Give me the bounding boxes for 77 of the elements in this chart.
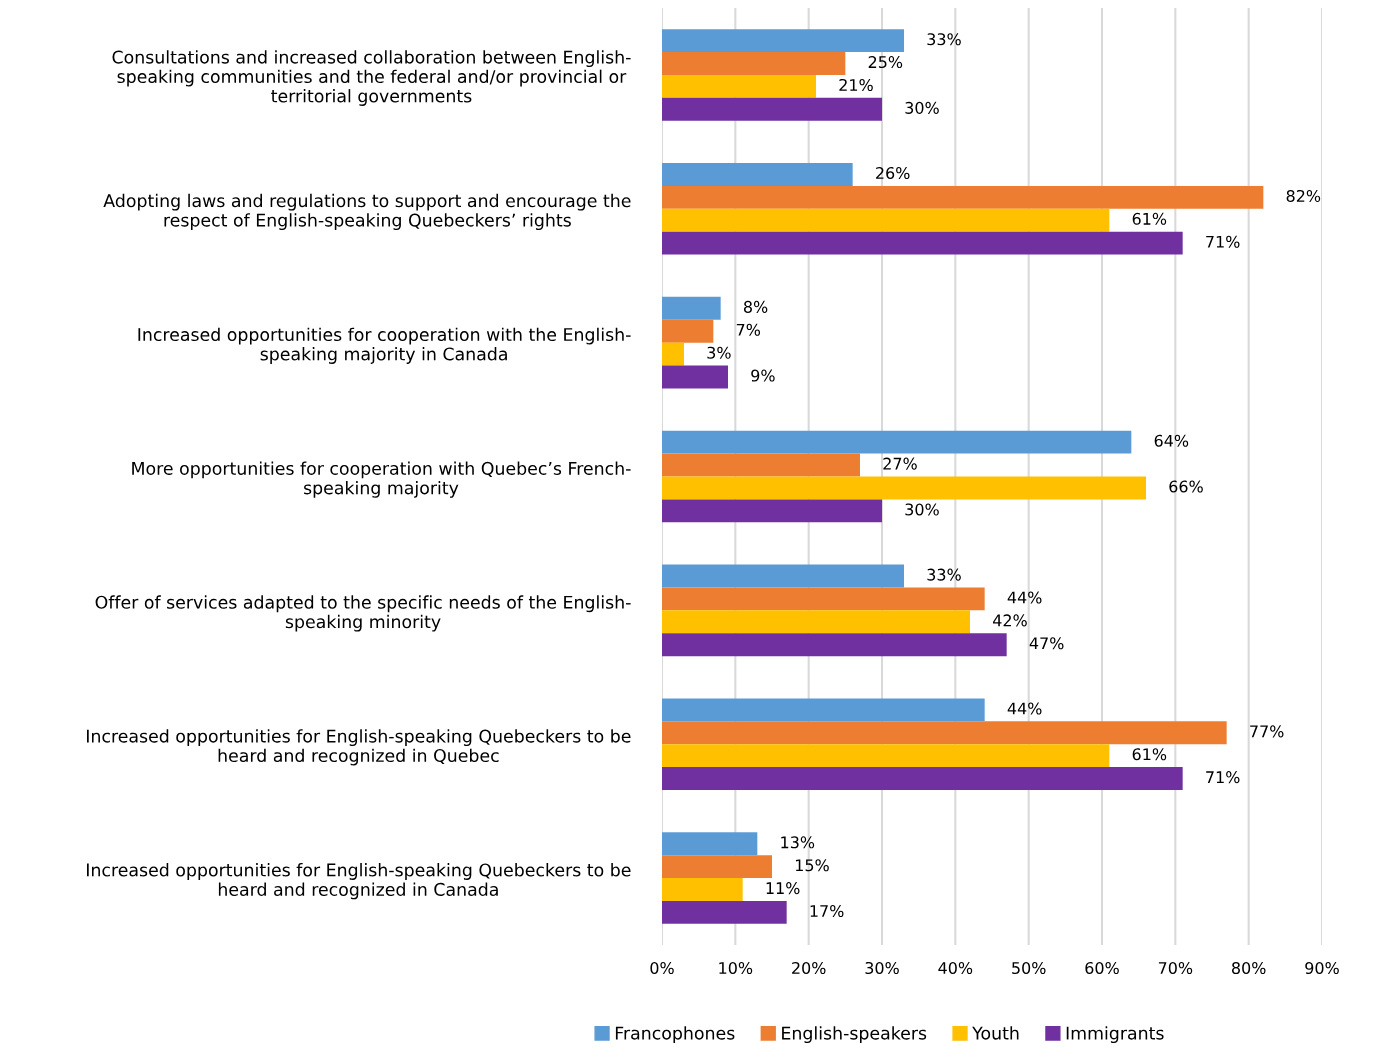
y-tick-label: Adopting laws and regulations to support and encourage the respect of English-speaking Quebeckers’ rights bbox=[103, 193, 631, 231]
data-label: 82% bbox=[1286, 189, 1321, 202]
x-tick-label: 10% bbox=[719, 961, 753, 975]
data-label: 15% bbox=[795, 859, 829, 872]
data-label: 11% bbox=[766, 882, 800, 895]
x-tick-label: 50% bbox=[1012, 961, 1046, 975]
data-label: 21% bbox=[839, 78, 873, 92]
bar bbox=[662, 453, 860, 477]
data-label: 44% bbox=[1007, 702, 1042, 715]
data-label: 61% bbox=[1132, 748, 1167, 761]
data-label: 7% bbox=[736, 323, 761, 336]
bar bbox=[662, 365, 728, 389]
bar bbox=[662, 499, 882, 523]
bar bbox=[662, 744, 1110, 768]
data-label: 33% bbox=[927, 33, 961, 46]
data-label: 9% bbox=[751, 369, 775, 382]
data-label: 64% bbox=[1154, 434, 1189, 447]
x-tick-label: 20% bbox=[792, 961, 826, 975]
x-tick-label: 30% bbox=[865, 961, 899, 975]
legend-label: Youth bbox=[972, 1026, 1019, 1040]
data-label: 66% bbox=[1169, 480, 1203, 493]
bar bbox=[662, 231, 1183, 255]
data-label: 30% bbox=[905, 503, 939, 516]
bar bbox=[662, 163, 853, 186]
data-label: 77% bbox=[1250, 725, 1284, 738]
data-label: 13% bbox=[781, 836, 815, 849]
bar bbox=[662, 855, 772, 879]
bar bbox=[662, 74, 816, 98]
data-label: 30% bbox=[905, 101, 939, 114]
bar bbox=[662, 698, 985, 722]
bar bbox=[662, 97, 882, 121]
legend-label: Francophones bbox=[615, 1026, 735, 1044]
bar bbox=[662, 430, 1132, 454]
bar bbox=[662, 832, 758, 856]
bar bbox=[662, 476, 1146, 500]
bar bbox=[662, 185, 1264, 209]
data-label: 3% bbox=[707, 346, 731, 359]
data-label: 42% bbox=[993, 614, 1027, 627]
x-tick-label: 90% bbox=[1305, 961, 1339, 975]
data-label: 27% bbox=[883, 457, 917, 470]
data-label: 25% bbox=[868, 56, 903, 69]
x-tick-label: 0% bbox=[650, 961, 674, 975]
bar bbox=[662, 29, 904, 53]
y-tick-label: Consultations and increased collaboration between English- speaking communities and the federal and/or provincial or territorial governments bbox=[112, 50, 631, 106]
bar bbox=[662, 342, 684, 366]
data-label: 71% bbox=[1206, 771, 1240, 784]
y-tick-label: More opportunities for cooperation with Quebec’s French- speaking majority bbox=[132, 461, 631, 498]
y-tick-label: Increased opportunities for cooperation with the English- speaking majority in Canada bbox=[138, 327, 631, 364]
x-tick-label: 80% bbox=[1232, 961, 1266, 975]
bar bbox=[662, 296, 721, 320]
data-label: 61% bbox=[1132, 212, 1167, 225]
data-label: 71% bbox=[1206, 235, 1240, 248]
y-tick-label: Offer of services adapted to the specific needs of the English- speaking minority bbox=[95, 595, 631, 632]
x-tick-label: 40% bbox=[938, 961, 973, 975]
data-label: 8% bbox=[743, 300, 768, 313]
bar bbox=[662, 587, 985, 611]
bar bbox=[662, 319, 714, 343]
bar bbox=[662, 52, 846, 75]
bar bbox=[662, 878, 743, 901]
data-label: 47% bbox=[1029, 637, 1064, 650]
y-tick-label: Increased opportunities for English-speaking Quebeckers to be heard and recognized in Quebec bbox=[87, 729, 631, 766]
x-tick-label: 60% bbox=[1085, 961, 1119, 975]
legend-label: English-speakers bbox=[782, 1026, 927, 1044]
data-label: 33% bbox=[927, 568, 961, 581]
legend-label: Immigrants bbox=[1066, 1026, 1164, 1044]
x-tick-label: 70% bbox=[1158, 961, 1193, 975]
bar bbox=[662, 610, 970, 634]
data-label: 17% bbox=[810, 904, 844, 918]
data-label: 26% bbox=[876, 167, 910, 180]
bar bbox=[662, 900, 787, 924]
bar bbox=[662, 564, 904, 588]
bar bbox=[662, 767, 1183, 790]
data-label: 44% bbox=[1007, 591, 1042, 604]
bar bbox=[662, 721, 1227, 745]
bar bbox=[662, 208, 1110, 232]
bar bbox=[662, 633, 1007, 657]
y-tick-label: Increased opportunities for English-speaking Quebeckers to be heard and recognized in Canada bbox=[87, 863, 631, 900]
